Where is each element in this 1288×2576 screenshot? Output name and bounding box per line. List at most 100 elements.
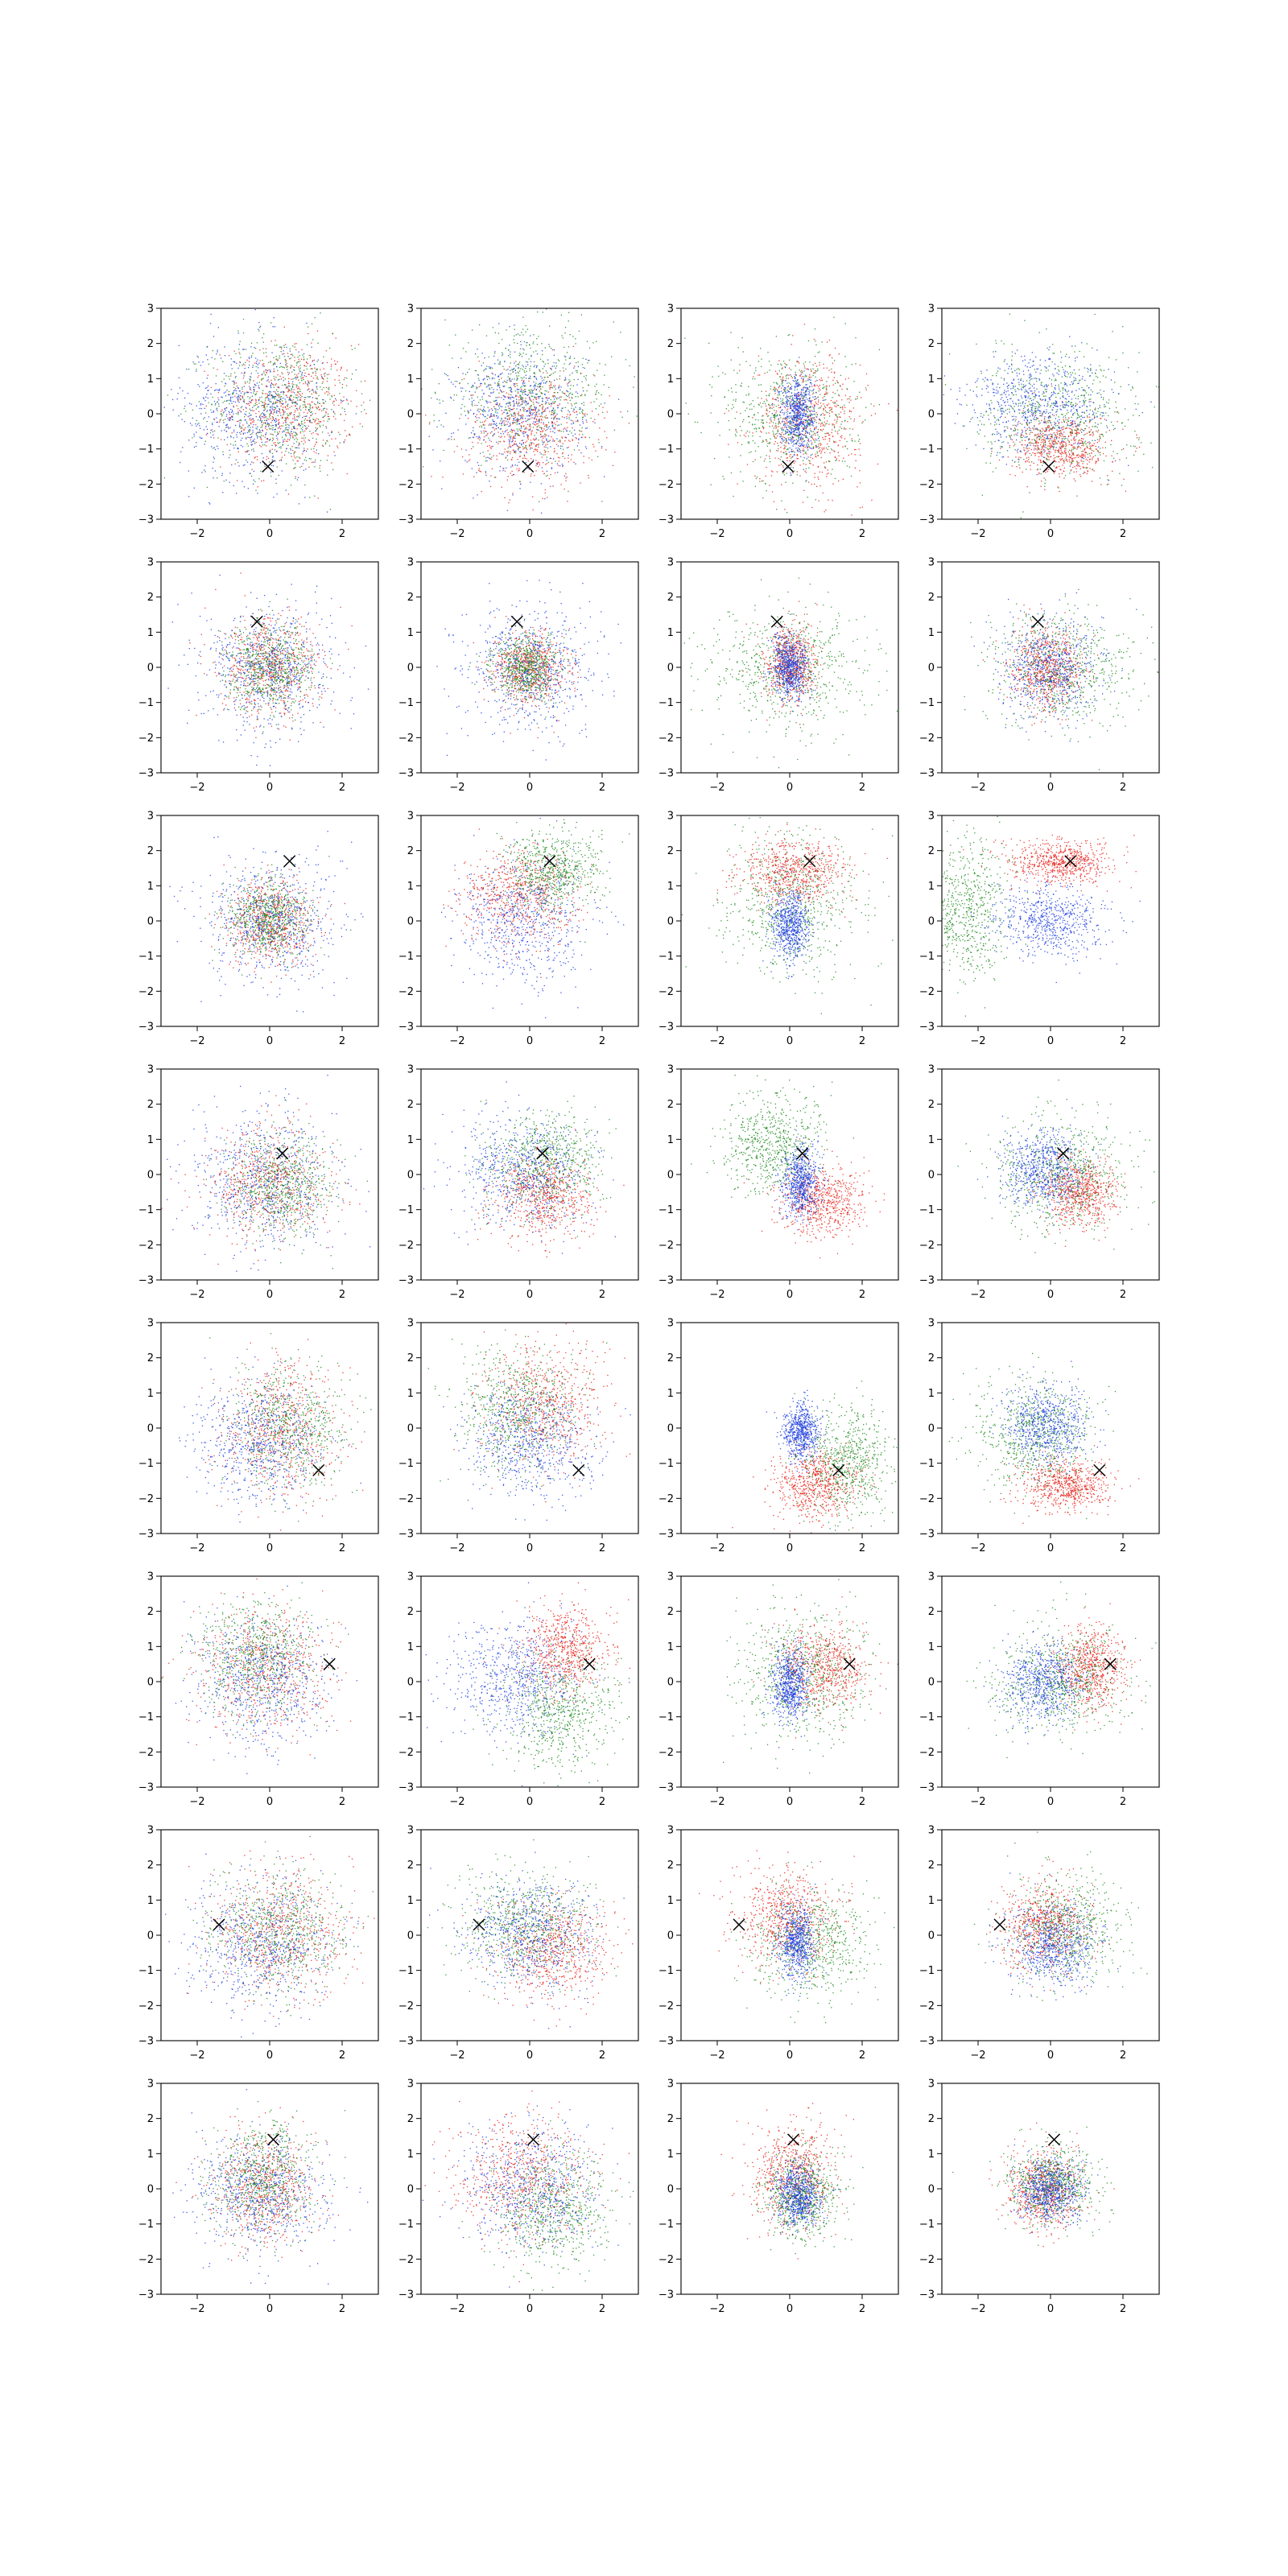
- scatter-point: [839, 460, 840, 461]
- scatter-point: [545, 347, 546, 348]
- scatter-point: [784, 421, 785, 422]
- scatter-point: [511, 409, 512, 410]
- scatter-point: [516, 419, 517, 420]
- scatter-point: [774, 426, 775, 427]
- scatter-point: [465, 351, 466, 352]
- scatter-point: [249, 386, 250, 387]
- scatter-point: [840, 412, 841, 413]
- scatter-point: [477, 462, 478, 463]
- scatter-point: [445, 413, 446, 414]
- scatter-point: [259, 429, 260, 430]
- scatter-point: [272, 420, 273, 421]
- scatter-point: [323, 417, 324, 418]
- scatter-point: [454, 451, 455, 452]
- scatter-point: [868, 385, 869, 386]
- scatter-point: [289, 407, 290, 408]
- scatter-point: [300, 425, 301, 426]
- scatter-point: [520, 387, 521, 388]
- scatter-point: [536, 338, 537, 339]
- y-tick-label: 3: [147, 303, 154, 316]
- scatter-point: [249, 425, 250, 426]
- scatter-point: [855, 454, 856, 455]
- scatter-point: [236, 363, 237, 364]
- scatter-point: [593, 401, 594, 402]
- scatter-point: [801, 370, 802, 371]
- scatter-point: [545, 430, 546, 431]
- scatter-point: [786, 460, 787, 461]
- scatter-point: [544, 416, 545, 417]
- scatter-point: [335, 385, 336, 386]
- scatter-point: [268, 362, 269, 363]
- scatter-point: [533, 334, 534, 335]
- scatter-point: [265, 466, 266, 467]
- scatter-point: [262, 390, 263, 391]
- scatter-point: [243, 332, 244, 333]
- scatter-point: [262, 405, 263, 406]
- scatter-point: [236, 376, 237, 377]
- scatter-point: [250, 392, 251, 393]
- scatter-point: [807, 443, 808, 444]
- scatter-point: [520, 398, 521, 399]
- scatter-point: [594, 419, 595, 420]
- scatter-point: [323, 387, 324, 388]
- scatter-point: [544, 410, 545, 411]
- scatter-point: [761, 384, 762, 385]
- scatter-point: [204, 465, 205, 466]
- scatter-point: [356, 413, 357, 414]
- scatter-point: [542, 400, 543, 401]
- scatter-point: [251, 373, 252, 374]
- scatter-point: [535, 446, 536, 447]
- scatter-point: [541, 427, 542, 428]
- scatter-point: [816, 422, 817, 423]
- scatter-point: [517, 459, 518, 460]
- scatter-point: [550, 486, 551, 487]
- scatter-point: [322, 363, 323, 364]
- scatter-point: [286, 409, 287, 410]
- scatter-point: [841, 428, 842, 429]
- scatter-point: [775, 441, 776, 442]
- scatter-point: [474, 433, 475, 434]
- scatter-point: [551, 402, 552, 403]
- scatter-point: [310, 396, 311, 397]
- scatter-point: [287, 408, 288, 409]
- scatter-point: [733, 399, 734, 400]
- scatter-point: [554, 349, 555, 350]
- scatter-point: [823, 429, 824, 430]
- scatter-point: [220, 466, 221, 467]
- scatter-point: [480, 409, 481, 410]
- scatter-point: [529, 446, 530, 447]
- scatter-point: [545, 444, 546, 445]
- scatter-point: [527, 364, 528, 365]
- scatter-point: [274, 397, 275, 398]
- scatter-point: [532, 496, 533, 497]
- scatter-point: [269, 451, 270, 452]
- scatter-point: [533, 341, 534, 342]
- scatter-point: [834, 426, 835, 427]
- scatter-point: [245, 427, 246, 428]
- scatter-point: [500, 420, 501, 421]
- scatter-point: [297, 394, 298, 395]
- scatter-point: [180, 414, 181, 415]
- scatter-point: [273, 391, 274, 392]
- scatter-point: [871, 415, 872, 416]
- scatter-point: [514, 352, 515, 353]
- scatter-point: [244, 486, 245, 487]
- scatter-point: [284, 367, 285, 368]
- scatter-point: [226, 407, 227, 408]
- scatter-point: [550, 368, 551, 369]
- scatter-point: [196, 420, 197, 421]
- scatter-point: [259, 388, 260, 389]
- scatter-point: [224, 373, 225, 374]
- scatter-point: [784, 447, 785, 448]
- scatter-point: [278, 374, 279, 375]
- scatter-point: [309, 421, 310, 422]
- scatter-point: [305, 442, 306, 443]
- scatter-point: [288, 427, 289, 428]
- scatter-point: [601, 394, 602, 395]
- scatter-point: [497, 382, 498, 383]
- scatter-point: [334, 413, 335, 414]
- scatter-point: [714, 458, 715, 459]
- scatter-point: [815, 419, 816, 420]
- scatter-point: [546, 476, 547, 477]
- scatter-point: [263, 363, 264, 364]
